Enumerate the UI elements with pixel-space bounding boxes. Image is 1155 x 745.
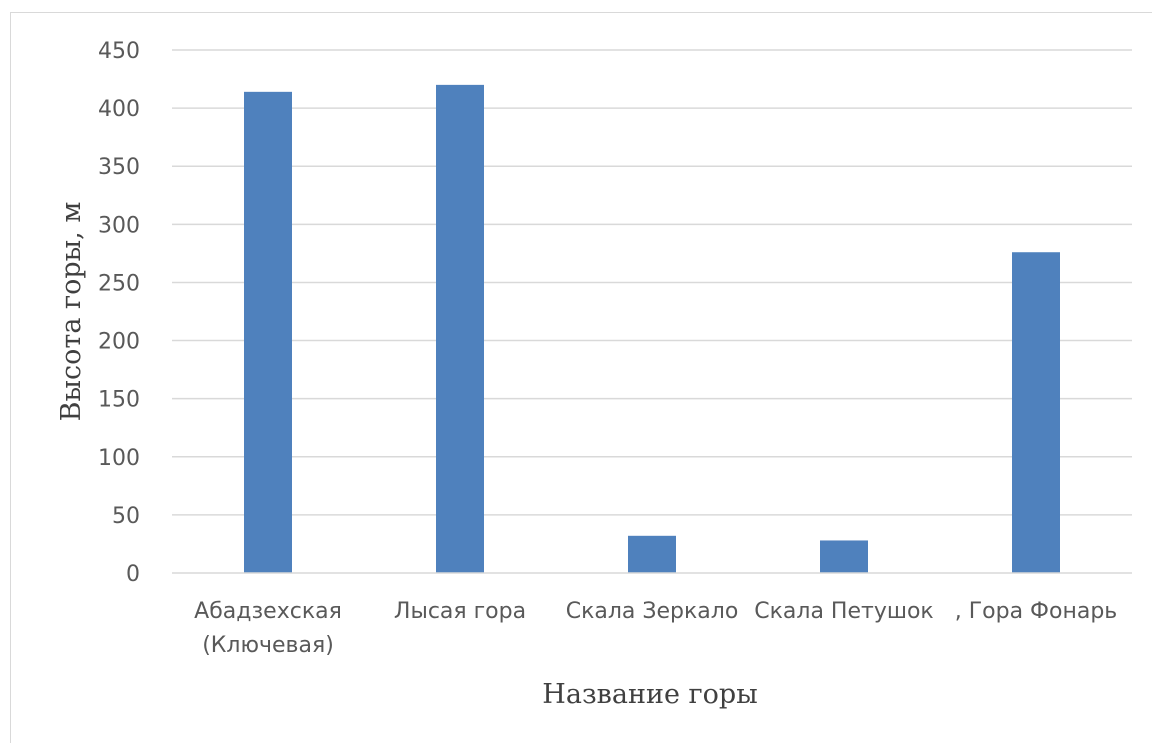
- bar: [820, 540, 868, 573]
- x-tick-label: Скала Зеркало: [566, 599, 739, 624]
- y-tick-label: 400: [98, 97, 140, 122]
- y-tick-label: 150: [98, 388, 140, 413]
- y-tick-label: 250: [98, 271, 140, 296]
- x-tick-label: Абадзехская (Ключевая): [194, 599, 342, 658]
- x-tick-label: , Гора Фонарь: [955, 599, 1118, 624]
- bar: [1012, 252, 1060, 573]
- y-tick-label: 200: [98, 330, 140, 355]
- chart-frame: [10, 12, 1152, 743]
- bars: [244, 84, 1060, 573]
- bar: [628, 535, 676, 573]
- x-tick-label: Лысая гора: [394, 599, 526, 624]
- y-tick-labels: 0 50 100 150 200 250 300 350 400 450: [98, 39, 140, 587]
- y-tick-label: 0: [126, 562, 140, 587]
- y-axis-title: Высота горы, м: [56, 202, 87, 422]
- y-tick-label: 350: [98, 155, 140, 180]
- x-axis-title: Название горы: [542, 679, 757, 710]
- y-tick-label: 300: [98, 213, 140, 238]
- x-tick-label: Скала Петушок: [754, 599, 933, 624]
- y-tick-label: 450: [98, 39, 140, 64]
- y-tick-label: 100: [98, 446, 140, 471]
- y-tick-label: 50: [112, 504, 140, 529]
- x-tick-labels: Абадзехская (Ключевая) Лысая гора Скала Зер…: [194, 599, 1117, 658]
- bar: [436, 84, 484, 573]
- bar: [244, 91, 292, 573]
- gridlines: [172, 49, 1132, 516]
